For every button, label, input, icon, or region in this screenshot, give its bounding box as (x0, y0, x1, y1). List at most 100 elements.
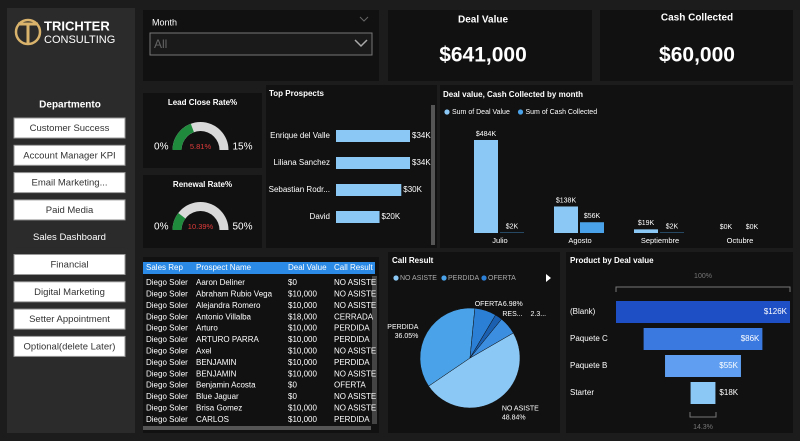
x-tick-label: Octubre (727, 236, 754, 245)
value-label: $138K (556, 197, 577, 204)
legend-marker (517, 109, 524, 115)
sidebar-button-label[interactable]: Customer Success (30, 123, 110, 134)
scrollbar[interactable] (372, 276, 377, 424)
chart-panel (143, 175, 262, 248)
table-cell: Diego Soler (146, 324, 188, 333)
table-cell: BENJAMIN (196, 358, 237, 367)
table-cell: $18,000 (288, 312, 317, 321)
bar (336, 211, 380, 223)
filter-dropdown[interactable]: All (149, 16, 373, 56)
dropdown-chevron[interactable] (354, 39, 368, 48)
table-cell: Diego Soler (146, 415, 188, 424)
table-cell: CERRADA (334, 312, 374, 321)
bar (336, 157, 410, 169)
table-cell: NO ASISTE (334, 392, 376, 401)
bar (580, 222, 604, 233)
funnel-bottom-label: 14.3% (693, 424, 713, 431)
value-label: $0K (746, 224, 759, 231)
gauge-value-label: 5.81% (190, 142, 212, 151)
value-label: $2K (506, 223, 519, 230)
funnel-bar (616, 301, 790, 323)
logo-sub: CONSULTING (44, 34, 115, 46)
gauge-track (172, 202, 229, 230)
sidebar-button[interactable] (13, 308, 126, 330)
sidebar-button[interactable] (13, 117, 126, 139)
table-cell: NO ASISTE (334, 290, 376, 299)
card-value: $60,000 (659, 44, 735, 67)
table-cell: $10,000 (288, 301, 317, 310)
value-label: $56K (584, 213, 601, 220)
gauge-value-label: 10.39% (188, 222, 214, 231)
logo-icon (18, 22, 38, 44)
x-tick-label: Septiembre (641, 236, 679, 245)
sidebar-button-label[interactable]: Paid Media (46, 205, 94, 216)
scrollbar-h[interactable] (143, 426, 371, 430)
chart-title: Product by Deal value (570, 256, 654, 265)
dropdown-value[interactable]: All (154, 37, 167, 51)
value-label: $126K (764, 307, 788, 316)
table-cell: PERDIDA (334, 415, 370, 424)
logo: TRICHTER CONSULTING (14, 18, 115, 46)
category-label: Starter (570, 388, 594, 397)
sidebar-button[interactable] (13, 335, 126, 357)
sidebar-button-label[interactable]: Optional(delete Later) (24, 341, 116, 352)
scrollbar[interactable] (431, 105, 435, 245)
table-cell: $10,000 (288, 415, 317, 424)
table-header (143, 262, 375, 274)
table-cell: Diego Soler (146, 278, 188, 287)
sidebar-button-label[interactable]: Financial (50, 260, 88, 271)
sidebar-button-label[interactable]: Email Marketing... (31, 178, 107, 189)
card (600, 10, 793, 81)
gauge-tick-label: 0% (154, 142, 169, 153)
table-cell: NO ASISTE (334, 347, 376, 356)
dropdown-box[interactable] (149, 32, 373, 56)
legend-arrow[interactable] (546, 274, 551, 282)
sidebar (7, 8, 135, 433)
sidebar-title: Departmento (39, 100, 101, 111)
bar (554, 206, 578, 233)
sidebar-button[interactable] (13, 144, 126, 166)
table-cell: OFERTA (334, 381, 366, 390)
sidebar-button[interactable] (13, 254, 126, 275)
pie-slice (469, 318, 514, 359)
value-label: $20K (382, 212, 401, 221)
funnel-bar (643, 328, 763, 350)
sidebar-button[interactable] (13, 199, 126, 221)
funnel-bar (665, 355, 741, 377)
sidebar-button-label[interactable]: Sales Dashboard (33, 232, 106, 243)
sidebar-button[interactable] (13, 172, 126, 194)
value-label: $2K (666, 223, 679, 230)
sidebar-button[interactable] (13, 281, 126, 303)
chart-title: Lead Close Rate% (168, 98, 237, 107)
table-cell: Antonio Villalba (196, 312, 252, 321)
sidebar-button-label[interactable]: Account Manager KPI (23, 150, 115, 161)
value-label: $484K (476, 131, 497, 138)
logo-name: TRICHTER (44, 18, 110, 33)
gauge-value (172, 212, 186, 230)
sidebar-button[interactable] (14, 227, 125, 248)
clear-icon[interactable] (359, 16, 369, 22)
chart-title: Renewal Rate% (173, 180, 232, 189)
sidebar-button-label[interactable]: Setter Appointment (29, 314, 110, 325)
x-tick-label: Agosto (568, 236, 591, 245)
data-label-value: 2.3... (531, 311, 547, 318)
bar (474, 140, 498, 233)
value-label: $0K (720, 224, 733, 231)
category-label: Enrique del Valle (270, 131, 330, 140)
table-cell: Diego Soler (146, 392, 188, 401)
table-cell: BENJAMIN (196, 369, 237, 378)
table-cell: NO ASISTE (334, 278, 376, 287)
bar (336, 184, 402, 196)
chart-panel (440, 85, 793, 248)
table-cell: Abraham Rubio Vega (196, 290, 273, 299)
table-cell: Diego Soler (146, 381, 188, 390)
table-cell: $10,000 (288, 358, 317, 367)
category-label: Liliana Sanchez (274, 158, 330, 167)
table-column-header: Prospect Name (196, 263, 252, 272)
sidebar-button-label[interactable]: Digital Marketing (34, 287, 105, 298)
table-cell: PERDIDA (334, 324, 370, 333)
card-title: Deal Value (458, 15, 508, 26)
chart-title: Deal value, Cash Collected by month (443, 90, 583, 99)
table-cell: Diego Soler (146, 335, 188, 344)
legend-label: Sum of Deal Value (452, 109, 510, 116)
